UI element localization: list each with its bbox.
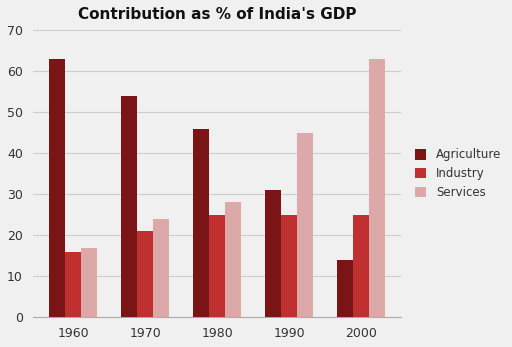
Bar (137, 231, 153, 318)
Bar (153, 219, 169, 318)
Bar (353, 215, 369, 318)
Bar (337, 260, 353, 318)
Bar (265, 190, 281, 318)
Legend: Agriculture, Industry, Services: Agriculture, Industry, Services (411, 145, 505, 203)
Bar (81, 247, 97, 318)
Bar (209, 215, 225, 318)
Bar (65, 252, 81, 318)
Bar (369, 59, 385, 318)
Bar (297, 133, 313, 318)
Bar (50, 59, 65, 318)
Bar (225, 202, 241, 318)
Bar (194, 128, 209, 318)
Title: Contribution as % of India's GDP: Contribution as % of India's GDP (78, 7, 356, 22)
Bar (121, 96, 137, 318)
Bar (281, 215, 297, 318)
